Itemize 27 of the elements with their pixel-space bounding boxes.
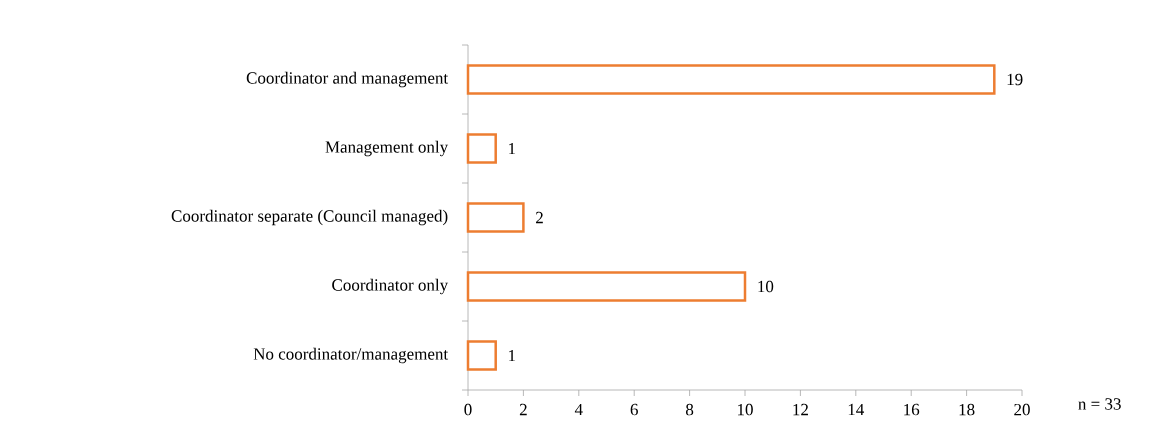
data-label: 10 — [758, 280, 774, 293]
x-tick-label: 6 — [630, 403, 638, 416]
bar — [466, 133, 497, 164]
x-tick-label: 10 — [737, 403, 753, 416]
bar — [466, 271, 747, 302]
data-label: 1 — [509, 349, 516, 362]
y-tick-label: Coordinator only — [332, 278, 449, 295]
data-label: 19 — [1007, 73, 1023, 86]
bar — [466, 202, 525, 233]
y-tick-label: Coordinator separate (Council managed) — [171, 209, 448, 226]
y-tick-label: No coordinator/management — [253, 347, 449, 364]
data-label: 2 — [536, 211, 543, 224]
x-tick-label: 20 — [1014, 403, 1030, 416]
y-tick-label: Management only — [325, 140, 449, 157]
x-tick-label: 18 — [959, 403, 975, 416]
x-tick-label: 8 — [686, 403, 694, 416]
data-label: 1 — [509, 142, 516, 155]
x-tick-label: 4 — [574, 403, 583, 416]
bar — [466, 340, 497, 371]
text: n = 33 — [1078, 398, 1121, 410]
x-tick-label: 16 — [904, 403, 920, 416]
bar — [466, 64, 996, 95]
x-tick-label: 0 — [464, 403, 472, 416]
x-tick-label: 12 — [793, 403, 808, 416]
x-tick-label: 14 — [848, 403, 865, 416]
x-tick-label: 2 — [519, 403, 527, 416]
y-tick-label: Coordinator and management — [246, 71, 449, 88]
